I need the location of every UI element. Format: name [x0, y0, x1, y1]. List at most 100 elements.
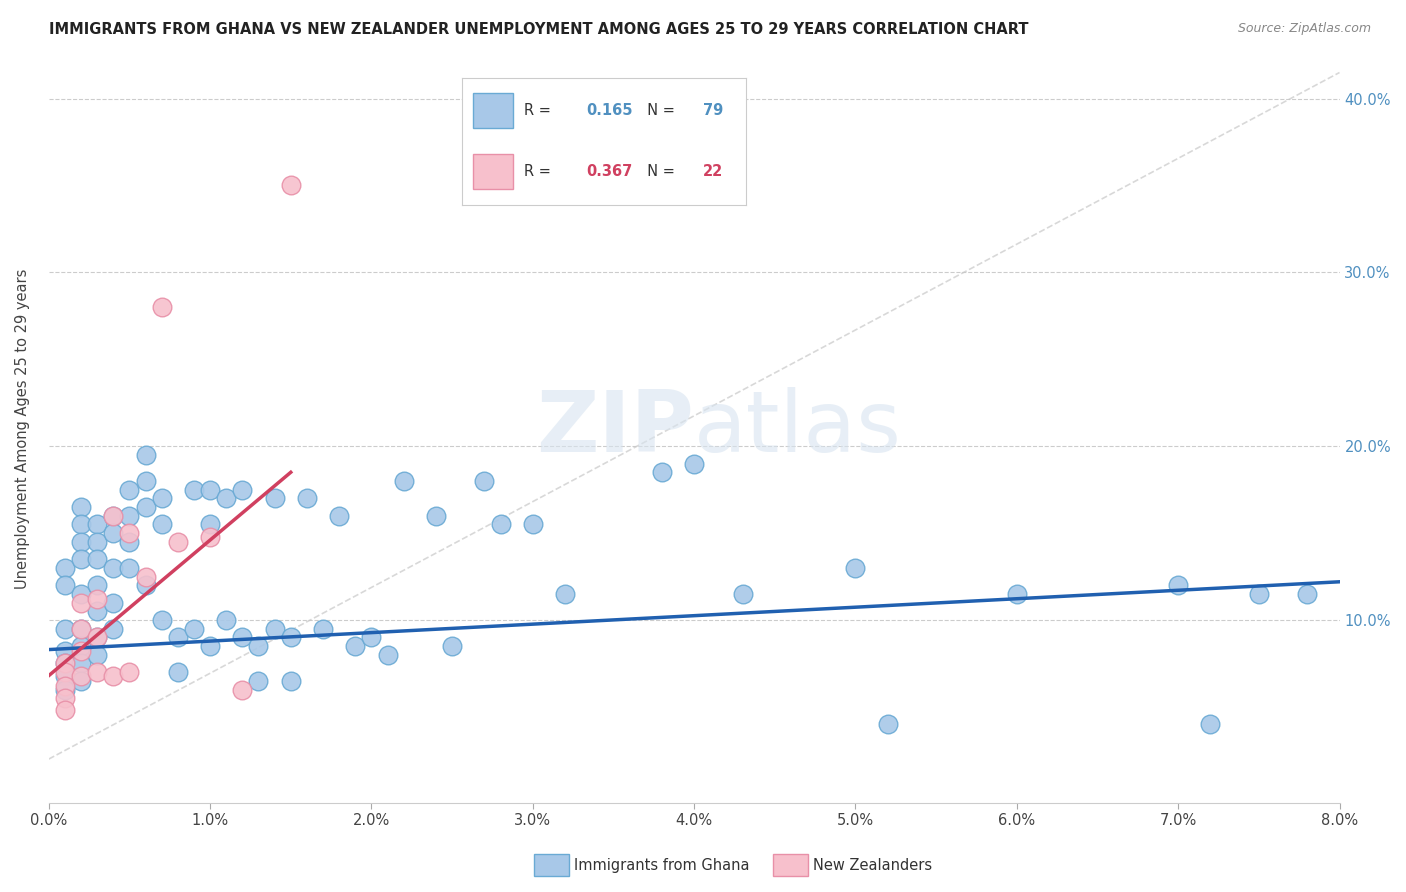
Point [70, 657, 93, 671]
Point [1199, 717, 1222, 731]
Point [86, 665, 108, 680]
Point [53, 622, 76, 636]
Point [53, 578, 76, 592]
Text: Source: ZipAtlas.com: Source: ZipAtlas.com [1237, 22, 1371, 36]
Point [247, 673, 270, 688]
Point [53, 657, 76, 671]
Point [53, 679, 76, 693]
Point [150, 491, 173, 506]
Point [166, 665, 188, 680]
Point [86, 631, 108, 645]
Point [231, 682, 253, 697]
Point [118, 526, 141, 541]
Point [731, 587, 754, 601]
Point [135, 474, 157, 488]
Text: atlas: atlas [695, 387, 903, 470]
Point [86, 552, 108, 566]
Point [135, 569, 157, 583]
Point [70, 644, 93, 658]
Point [360, 631, 382, 645]
Point [441, 639, 464, 653]
Point [312, 622, 335, 636]
Point [1247, 587, 1270, 601]
Point [103, 622, 125, 636]
Point [53, 561, 76, 575]
Text: Immigrants from Ghana: Immigrants from Ghana [574, 858, 749, 872]
Point [247, 639, 270, 653]
Point [392, 474, 415, 488]
Point [844, 561, 866, 575]
Point [876, 717, 898, 731]
Point [135, 578, 157, 592]
Point [53, 644, 76, 658]
Point [215, 491, 238, 506]
Point [344, 639, 367, 653]
Point [150, 300, 173, 314]
Point [166, 534, 188, 549]
Point [425, 508, 447, 523]
Point [118, 534, 141, 549]
Point [198, 530, 221, 544]
Point [53, 691, 76, 706]
Point [183, 622, 205, 636]
Point [198, 639, 221, 653]
Point [70, 500, 93, 514]
Point [70, 668, 93, 682]
Text: IMMIGRANTS FROM GHANA VS NEW ZEALANDER UNEMPLOYMENT AMONG AGES 25 TO 29 YEARS CO: IMMIGRANTS FROM GHANA VS NEW ZEALANDER U… [49, 22, 1029, 37]
Point [554, 587, 576, 601]
Point [118, 483, 141, 497]
Point [150, 517, 173, 532]
Point [103, 561, 125, 575]
Point [70, 622, 93, 636]
Point [53, 682, 76, 697]
Point [86, 534, 108, 549]
Point [683, 457, 706, 471]
Point [198, 517, 221, 532]
Point [183, 483, 205, 497]
Point [103, 526, 125, 541]
Point [377, 648, 399, 662]
Point [86, 517, 108, 532]
Point [263, 491, 285, 506]
Point [166, 631, 188, 645]
Point [86, 578, 108, 592]
Point [118, 665, 141, 680]
Point [70, 552, 93, 566]
Point [295, 491, 318, 506]
Point [118, 561, 141, 575]
Point [198, 483, 221, 497]
Point [70, 622, 93, 636]
Point [53, 703, 76, 717]
Point [70, 517, 93, 532]
Point [651, 465, 673, 479]
Point [1296, 587, 1319, 601]
Point [150, 613, 173, 627]
Point [118, 508, 141, 523]
Point [280, 178, 302, 193]
Point [70, 673, 93, 688]
Point [53, 657, 76, 671]
Point [522, 517, 544, 532]
Point [70, 639, 93, 653]
Point [86, 592, 108, 607]
Point [86, 648, 108, 662]
Point [474, 474, 496, 488]
Point [1167, 578, 1189, 592]
Point [53, 668, 76, 682]
Point [231, 483, 253, 497]
Text: New Zealanders: New Zealanders [813, 858, 932, 872]
Text: ZIP: ZIP [536, 387, 695, 470]
Point [103, 508, 125, 523]
Point [135, 500, 157, 514]
Point [70, 587, 93, 601]
Point [135, 448, 157, 462]
Point [263, 622, 285, 636]
Point [231, 631, 253, 645]
Point [70, 534, 93, 549]
Point [53, 665, 76, 680]
Point [280, 631, 302, 645]
Point [103, 508, 125, 523]
Point [86, 604, 108, 618]
Point [103, 668, 125, 682]
Point [328, 508, 350, 523]
